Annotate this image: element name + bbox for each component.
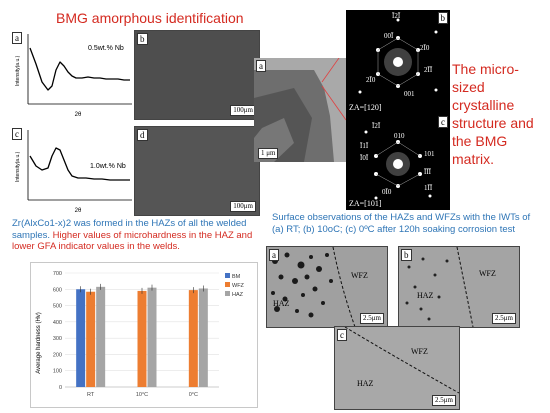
scalebar-corrosion-a: 2.5μm <box>360 313 384 324</box>
chart-bar-haz-2 <box>198 288 208 387</box>
saed-panel-b: b 00Ī 2Ī0 2ĪĪ 2Ī0 001 Ī2Ī ZA=[120] <box>346 10 450 114</box>
saed-spot-c-2: Ī0Ī <box>360 154 369 162</box>
panel-label-sem-b: b <box>137 33 148 45</box>
xrd-annotation-c: 1.0wt.% Nb <box>90 163 126 170</box>
scalebar-sem-b: 100μm <box>230 105 256 116</box>
hardness-chart-svg: Average hardness (Hv) 0 100 200 300 400 500 60… <box>36 271 245 398</box>
chart-ytick-label: 400 <box>53 320 62 326</box>
xrd-annotation-a: 0.5wt.% Nb <box>88 45 124 52</box>
chart-legend-swatch-wfz <box>225 282 230 287</box>
saed-pattern-c <box>364 130 432 200</box>
saed-spot-c-7: 1ĪĪ <box>424 184 433 192</box>
sem-corrosion-b: b WFZ HAZ 2.5μm <box>398 246 520 328</box>
xrd-panel-c: Intensity(a.u.) 2θ 1.0wt.% Nb c <box>10 126 134 214</box>
saed-spot-c-5: 0Ī0 <box>382 188 392 196</box>
chart-legend-swatch-bm <box>225 273 230 278</box>
chart-bar-bm-0 <box>76 289 86 387</box>
chart-ytick-label: 300 <box>53 336 62 342</box>
panel-label-sem-d: d <box>137 129 148 141</box>
sem-corrosion-a: a WFZ HAZ 2.5μm <box>266 246 388 328</box>
saed-spot-b-5: Ī2Ī <box>392 12 401 20</box>
saed-zone-c: ZA=[101] <box>349 199 382 208</box>
chart-bar-wfz-0 <box>86 291 96 387</box>
xrd-ylabel-a: Intensity(a.u.) <box>15 55 21 86</box>
chart-ytick-label: 600 <box>53 287 62 293</box>
saed-spot-b-1: 2Ī0 <box>420 44 430 52</box>
chart-bar-haz-0 <box>96 286 106 387</box>
panel-label-corrosion-a: a <box>269 249 279 261</box>
panel-label-xrd-c: c <box>12 128 22 140</box>
saed-spot-c-3: 010 <box>394 132 405 140</box>
xrd-xlabel-a: 2θ <box>75 112 82 118</box>
chart-legend-label-bm: BM <box>232 274 241 280</box>
xrd-xlabel-c: 2θ <box>75 208 82 214</box>
right-caption: Surface observations of the HAZs and WFZ… <box>272 212 531 235</box>
chart-legend-label-haz: HAZ <box>232 292 244 298</box>
saed-spot-b-0: 00Ī <box>384 32 394 40</box>
saed-spot-b-2: 2ĪĪ <box>424 66 433 74</box>
saed-zone-b: ZA=[120] <box>349 103 382 112</box>
chart-category-label: 0°C <box>189 392 198 398</box>
corrosion-c-wfz: WFZ <box>411 347 428 356</box>
corrosion-a-haz: HAZ <box>273 299 290 308</box>
scalebar-corrosion-b: 2.5μm <box>492 313 516 324</box>
chart-category-label: RT <box>87 392 95 398</box>
panel-label-corrosion-b: b <box>401 249 412 261</box>
corrosion-b-wfz: WFZ <box>479 269 496 278</box>
xrd-plot-a: Intensity(a.u.) 2θ 0.5wt.% Nb <box>15 34 132 118</box>
micro-title-text: The micro-sized crystalline structure an… <box>452 61 534 167</box>
scalebar-corrosion-c: 2.5μm <box>432 395 456 406</box>
xrd-panel-a: Intensity(a.u.) 2θ 0.5wt.% Nb a <box>10 30 134 118</box>
panel-label-saed-b: b <box>437 12 448 24</box>
sem-corrosion-c-image <box>335 327 459 409</box>
chart-bar-haz-1 <box>147 287 157 387</box>
bmg-title: BMG amorphous identification <box>56 10 244 26</box>
chart-legend-label-wfz: WFZ <box>232 283 245 289</box>
tem-image-a <box>254 58 346 162</box>
xrd-ylabel-c: Intensity(a.u.) <box>15 151 21 182</box>
chart-bar-wfz-2 <box>188 290 198 387</box>
panel-label-corrosion-c: c <box>337 329 347 341</box>
micro-title: The micro-sized crystalline structure an… <box>452 60 548 168</box>
chart-legend-swatch-haz <box>225 291 230 296</box>
chart-ytick-label: 500 <box>53 304 62 310</box>
saed-spot-c-0: Ī2Ī <box>372 122 381 130</box>
corrosion-c-haz: HAZ <box>357 379 374 388</box>
chart-ytick-label: 100 <box>53 369 62 375</box>
xrd-plot-c: Intensity(a.u.) 2θ 1.0wt.% Nb <box>15 130 132 214</box>
chart-ylabel: Average hardness (Hv) <box>36 312 42 374</box>
saed-spot-c-4: 101 <box>424 150 435 158</box>
scalebar-tem-a: 1 μm <box>258 148 279 159</box>
saed-pattern-b <box>358 18 438 94</box>
hardness-chart: Average hardness (Hv) 0 100 200 300 400 500 60… <box>30 262 258 408</box>
left-caption-red: Higher values of microhardness in the HA… <box>12 229 253 253</box>
saed-panel-c: c Ī2Ī Ī1Ī Ī0Ī 010 101 0Ī0 ĪĪĪ 1ĪĪ ZA=[10… <box>346 114 450 210</box>
tem-panel-a: a 1 μm <box>254 58 346 162</box>
left-caption-black: Zr(AlxCo1-x)2 was formed in the HAZs of … <box>12 218 247 241</box>
chart-ytick-label: 700 <box>53 271 62 277</box>
sem-corrosion-c: c WFZ HAZ 2.5μm <box>334 326 460 410</box>
panel-label-tem-a: a <box>256 60 266 72</box>
saed-spot-c-1: Ī1Ī <box>360 142 369 150</box>
panel-label-saed-c: c <box>438 116 448 128</box>
sem-panel-d: d 100μm <box>134 126 260 216</box>
chart-category-label: 10°C <box>136 392 148 398</box>
sem-panel-b: b 100μm <box>134 30 260 120</box>
corrosion-a-wfz: WFZ <box>351 271 368 280</box>
panel-label-xrd-a: a <box>12 32 22 44</box>
saed-spot-b-4: 001 <box>404 90 415 98</box>
corrosion-b-haz: HAZ <box>417 291 434 300</box>
scalebar-sem-d: 100μm <box>230 201 256 212</box>
left-caption: Zr(AlxCo1-x)2 was formed in the HAZs of … <box>12 218 268 253</box>
chart-ytick-label: 200 <box>53 352 62 358</box>
saed-spot-c-6: ĪĪĪ <box>424 168 431 176</box>
chart-bar-wfz-1 <box>137 290 147 387</box>
chart-ytick-label: 0 <box>59 385 62 391</box>
saed-spot-b-3: 2Ī0 <box>366 76 376 84</box>
